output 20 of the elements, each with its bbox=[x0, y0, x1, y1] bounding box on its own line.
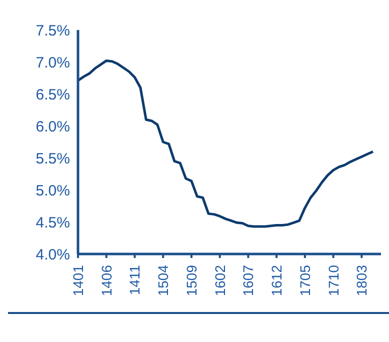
x-tick-label: 1612 bbox=[268, 264, 285, 296]
x-tick-label: 1607 bbox=[240, 264, 256, 296]
x-tick-label: 1509 bbox=[183, 264, 200, 296]
y-tick-label: 6.5% bbox=[36, 86, 70, 104]
x-tick-label: 1504 bbox=[155, 264, 172, 296]
y-tick-label: 4.5% bbox=[36, 214, 70, 232]
y-tick-label: 4.0% bbox=[36, 246, 70, 264]
y-tick-label: 7.5% bbox=[36, 22, 70, 40]
y-tick-label: 7.0% bbox=[36, 54, 70, 72]
y-tick-label: 5.5% bbox=[36, 150, 70, 168]
x-tick-label: 1406 bbox=[98, 264, 114, 296]
line-series bbox=[76, 59, 374, 228]
x-tick-label: 1602 bbox=[212, 264, 228, 296]
x-tick-label: 1411 bbox=[126, 264, 143, 296]
y-tick-label: 6.0% bbox=[36, 118, 70, 136]
x-tick-label: 1705 bbox=[296, 264, 313, 296]
x-tick-label: 1710 bbox=[325, 264, 342, 296]
y-tick-label: 5.0% bbox=[36, 182, 70, 200]
x-tick-label: 1803 bbox=[354, 264, 370, 296]
x-tick-label: 1401 bbox=[70, 264, 86, 296]
